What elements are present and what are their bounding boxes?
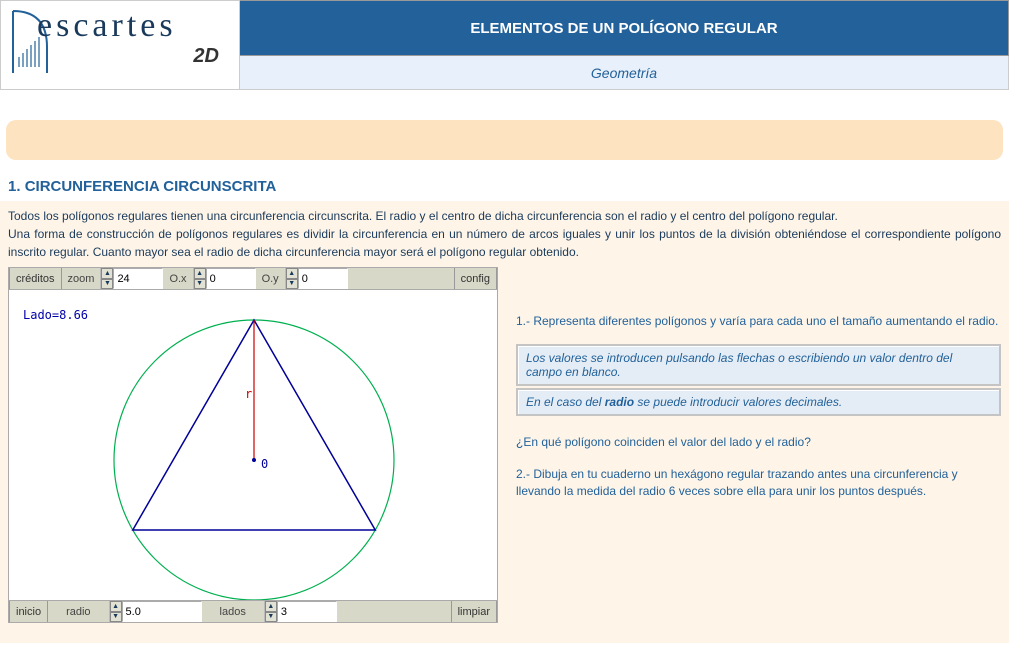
instruction-1: 1.- Representa diferentes polígonos y va… (516, 313, 1001, 330)
decorative-band (6, 120, 1003, 160)
geometry-canvas[interactable]: Lado=8.66 r 0 (9, 290, 497, 600)
zoom-label: zoom (62, 268, 102, 289)
ox-spinner[interactable]: ▲▼ (194, 268, 206, 289)
oy-input[interactable] (298, 268, 348, 289)
zoom-spinner[interactable]: ▲▼ (101, 268, 113, 289)
r-label: r (245, 387, 252, 401)
oy-label: O.y (256, 268, 286, 289)
lado-value: Lado=8.66 (23, 308, 88, 322)
lados-input[interactable] (277, 601, 337, 622)
limpiar-button[interactable]: limpiar (451, 601, 497, 622)
content-area: Todos los polígonos regulares tienen una… (0, 201, 1009, 643)
page-header: escartes 2D ELEMENTOS DE UN POLÍGONO REG… (0, 0, 1009, 90)
lados-spinner[interactable]: ▲▼ (265, 601, 277, 622)
logo-suffix: 2D (193, 45, 219, 68)
instruction-2: 2.- Dibuja en tu cuaderno un hexágono re… (516, 466, 1001, 501)
zoom-input[interactable] (113, 268, 163, 289)
radio-input[interactable] (122, 601, 202, 622)
intro-text: Todos los polígonos regulares tienen una… (8, 207, 1001, 261)
geometry-svg: r 0 (9, 290, 499, 600)
ox-label: O.x (163, 268, 193, 289)
instructions-panel: 1.- Representa diferentes polígonos y va… (516, 267, 1001, 623)
inicio-button[interactable]: inicio (9, 601, 48, 622)
question: ¿En qué polígono coinciden el valor del … (516, 434, 1001, 451)
page-subtitle: Geometría (240, 56, 1009, 90)
note-box-2: En el caso del radio se puede introducir… (516, 388, 1001, 416)
section-heading: 1. CIRCUNFERENCIA CIRCUNSCRITA (8, 178, 1009, 195)
config-button[interactable]: config (454, 268, 497, 289)
page-title: ELEMENTOS DE UN POLÍGONO REGULAR (240, 0, 1009, 56)
center-point (252, 458, 256, 462)
logo-text: escartes (37, 7, 177, 45)
oy-spinner[interactable]: ▲▼ (286, 268, 298, 289)
toolbar-top: créditos zoom ▲▼ O.x ▲▼ O.y ▲▼ config (9, 268, 497, 290)
toolbar-bottom: inicio radio ▲▼ lados ▲▼ limpiar (9, 600, 497, 622)
lados-label: lados (202, 601, 265, 622)
origin-label: 0 (261, 457, 268, 471)
logo: escartes 2D (0, 0, 240, 90)
radio-spinner[interactable]: ▲▼ (110, 601, 122, 622)
note-box-1: Los valores se introducen pulsando las f… (516, 344, 1001, 386)
ox-input[interactable] (206, 268, 256, 289)
creditos-button[interactable]: créditos (9, 268, 62, 289)
radio-label: radio (48, 601, 109, 622)
applet-panel: créditos zoom ▲▼ O.x ▲▼ O.y ▲▼ config La… (8, 267, 498, 623)
